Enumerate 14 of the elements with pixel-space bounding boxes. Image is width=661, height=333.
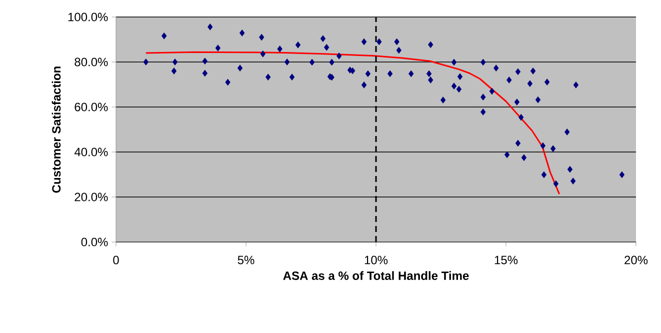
- x-tick-label: 15%: [494, 256, 518, 264]
- y-tick-label: 0.0%: [81, 238, 108, 246]
- y-tick-label: 40.0%: [74, 148, 108, 156]
- y-tick-label: 80.0%: [74, 58, 108, 66]
- x-tick-label: 20%: [624, 256, 648, 264]
- y-tick-label: 60.0%: [74, 102, 108, 112]
- line-series: [145, 51, 560, 195]
- y-tick-label: 100.0%: [68, 12, 108, 22]
- x-axis-title: ASA as a % of Total Handle Time: [283, 271, 469, 280]
- y-tick-label: 20.0%: [74, 192, 108, 202]
- x-tick-label: 5%: [238, 256, 254, 264]
- y-axis-title: Customer Satisfaction: [52, 66, 61, 193]
- x-tick-label: 10%: [364, 256, 388, 264]
- x-tick-label: 0: [113, 256, 119, 264]
